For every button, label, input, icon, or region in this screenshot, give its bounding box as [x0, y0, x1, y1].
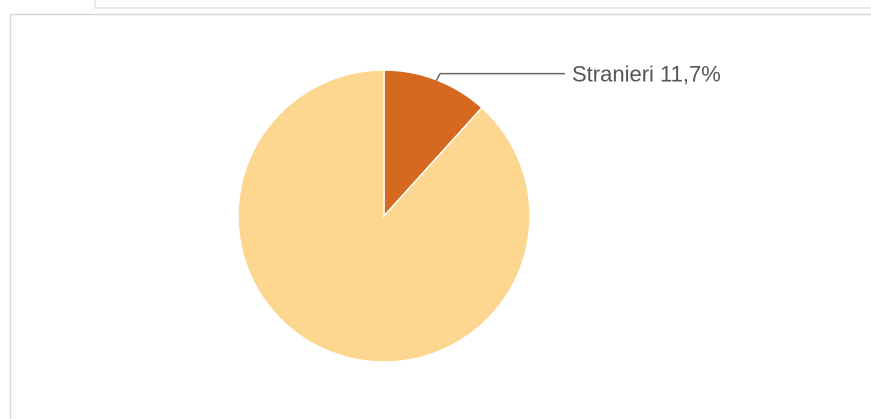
- slice-label-name: Stranieri: [572, 61, 654, 86]
- pie: [237, 69, 531, 363]
- slice-label-value: 11,7%: [660, 61, 721, 86]
- pie-slice: [237, 69, 531, 363]
- slice-label: Stranieri 11,7%: [572, 61, 721, 86]
- top-strip: [94, 0, 871, 9]
- leader-line: [435, 72, 565, 82]
